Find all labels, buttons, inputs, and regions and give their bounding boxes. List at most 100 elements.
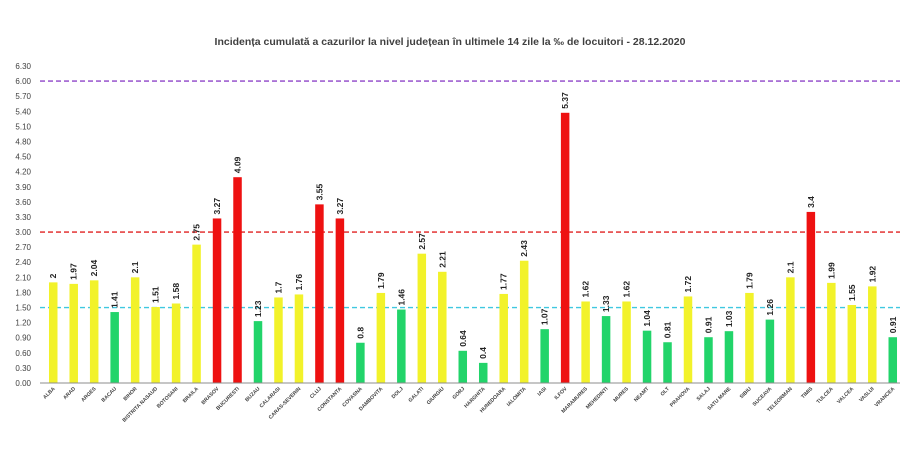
bar: [560, 112, 570, 384]
y-axis-ticks: 0.00 0.30 0.60 0.90 1.20 1.50 1.80 2.10 2.40 2.70…: [15, 62, 31, 388]
bar: [171, 303, 181, 383]
data-label: 1.58: [171, 283, 181, 300]
data-label: 3.27: [212, 198, 222, 215]
data-labels: 2 1.97 2.04 1.41 2.1 1.51 1.58 2.75 3.27 4.09 1.23…: [48, 92, 898, 359]
x-tick-label: GIURGIU: [426, 386, 446, 406]
x-tick-label: BOTOSANI: [156, 386, 180, 410]
x-tick-label: CLUJ: [309, 386, 323, 400]
data-label: 2.1: [130, 261, 140, 273]
bar: [110, 312, 119, 383]
data-label: 2.04: [89, 260, 99, 277]
data-label: 1.62: [581, 281, 591, 298]
y-tick-label: 2.10: [15, 273, 31, 282]
data-label: 1.79: [744, 272, 754, 289]
bar: [601, 316, 611, 383]
data-label: 1.51: [151, 286, 161, 303]
x-tick-label: VALCEA: [836, 386, 855, 405]
data-label: 1.03: [724, 310, 734, 327]
x-tick-label: ALBA: [42, 386, 57, 401]
bar: [417, 253, 427, 383]
bar: [847, 305, 857, 383]
bar: [827, 282, 836, 383]
data-label: 1.23: [253, 300, 263, 317]
y-tick-label: 4.20: [15, 168, 31, 177]
data-label: 0.8: [355, 327, 365, 339]
data-label: 3.55: [314, 184, 324, 201]
y-tick-label: 1.50: [15, 304, 31, 313]
y-tick-label: 6.00: [15, 77, 31, 86]
threshold-lines: [40, 80, 900, 309]
bar: [581, 301, 590, 383]
data-label: 1.26: [765, 299, 775, 316]
x-tick-label: VASLUI: [858, 386, 876, 404]
data-label: 1.55: [847, 284, 857, 301]
x-tick-label: GALATI: [408, 386, 426, 404]
data-label: 1.07: [540, 308, 550, 325]
y-tick-label: 2.40: [15, 258, 31, 267]
bar: [438, 271, 447, 383]
y-tick-label: 3.90: [15, 183, 31, 192]
bar: [642, 330, 652, 383]
x-tick-label: SIBIU: [739, 386, 753, 400]
data-label: 1.72: [683, 276, 693, 293]
bar: [478, 362, 488, 383]
y-tick-label: 5.10: [15, 122, 31, 131]
bar: [724, 331, 734, 383]
x-tick-label: BRASOV: [201, 386, 221, 406]
x-tick-label: MEHEDINTI: [585, 386, 610, 411]
bar: [397, 309, 406, 383]
y-tick-label: 0.90: [15, 334, 31, 343]
bar: [253, 321, 263, 383]
bar: [192, 244, 201, 383]
bar: [212, 218, 222, 383]
x-tick-label: OLT: [660, 386, 672, 398]
data-label: 1.04: [642, 310, 652, 327]
x-tick-label: ILFOV: [554, 386, 569, 401]
x-tick-label: BACAU: [101, 386, 119, 404]
y-tick-label: 1.20: [15, 319, 31, 328]
x-tick-label: BIHOR: [122, 386, 138, 402]
bar: [704, 337, 713, 383]
data-label: 1.77: [499, 273, 509, 290]
x-tick-label: GORJ: [452, 386, 467, 401]
data-label: 1.97: [69, 263, 79, 280]
bar: [765, 319, 775, 383]
data-label: 4.09: [233, 156, 243, 173]
x-tick-label: BISTRITA NASAUD: [122, 386, 160, 424]
data-label: 0.4: [478, 347, 488, 359]
data-label: 1.99: [826, 262, 836, 279]
bar: [806, 211, 816, 383]
bar: [888, 337, 898, 383]
x-tick-label: IALOMITA: [506, 386, 528, 408]
y-tick-label: 0.30: [15, 364, 31, 373]
bar: [663, 342, 672, 383]
data-label: 2.57: [417, 233, 427, 250]
data-label: 1.62: [622, 281, 632, 298]
bar: [499, 293, 508, 383]
bar: [519, 260, 529, 383]
y-tick-label: 4.80: [15, 137, 31, 146]
data-label: 0.81: [663, 321, 673, 338]
bars: [48, 112, 898, 384]
y-tick-label: 2.70: [15, 243, 31, 252]
bar: [786, 277, 795, 383]
y-tick-label: 0.60: [15, 349, 31, 358]
data-label: 1.7: [273, 281, 283, 293]
y-tick-label: 3.30: [15, 213, 31, 222]
bar: [233, 177, 242, 383]
data-label: 1.76: [294, 274, 304, 291]
bar: [130, 277, 140, 383]
x-tick-label: TIMIS: [800, 386, 814, 400]
data-label: 3.4: [806, 196, 816, 208]
bar: [868, 286, 877, 383]
bar: [622, 301, 631, 383]
bar: [315, 204, 324, 383]
bar: [69, 283, 78, 383]
data-label: 1.41: [110, 291, 120, 308]
x-tick-label: BRAILA: [182, 386, 200, 404]
data-label: 1.92: [867, 266, 877, 283]
x-tick-label: TULCEA: [816, 386, 835, 405]
data-label: 0.64: [458, 330, 468, 347]
y-tick-label: 0.00: [15, 379, 31, 388]
